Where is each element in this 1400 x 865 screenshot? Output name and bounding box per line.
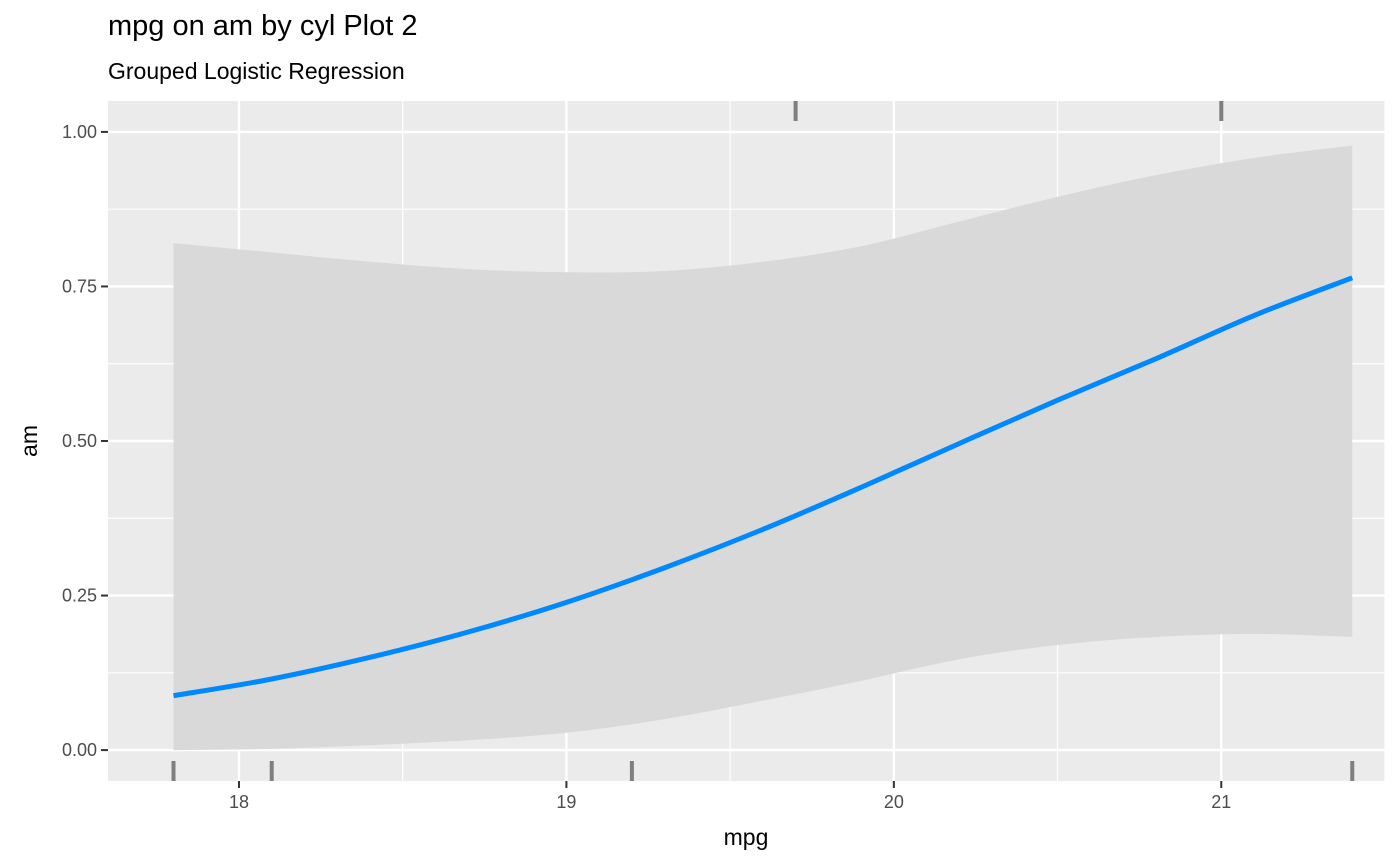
y-tick-label: 0.25 bbox=[62, 586, 97, 606]
y-tick-label: 0.75 bbox=[62, 276, 97, 296]
confidence-band bbox=[173, 145, 1353, 751]
y-tick-label: 0.50 bbox=[62, 431, 97, 451]
x-tick-label: 21 bbox=[1211, 792, 1231, 812]
fit-line bbox=[173, 275, 1354, 699]
x-tick-label: 19 bbox=[556, 792, 576, 812]
x-axis: 18 19 20 21 bbox=[229, 781, 1231, 812]
y-tick-label: 1.00 bbox=[62, 122, 97, 142]
chart-subtitle: Grouped Logistic Regression bbox=[108, 58, 405, 84]
y-axis: 0.00 0.25 0.50 0.75 1.00 bbox=[62, 122, 108, 760]
x-axis-title: mpg bbox=[724, 824, 769, 850]
y-tick-label: 0.00 bbox=[62, 740, 97, 760]
x-tick-label: 20 bbox=[884, 792, 904, 812]
rug-bottom bbox=[171, 761, 1355, 781]
chart-title: mpg on am by cyl Plot 2 bbox=[108, 10, 418, 42]
y-axis-title: am bbox=[16, 425, 42, 457]
x-tick-label: 18 bbox=[229, 792, 249, 812]
rug-top bbox=[793, 101, 1224, 121]
